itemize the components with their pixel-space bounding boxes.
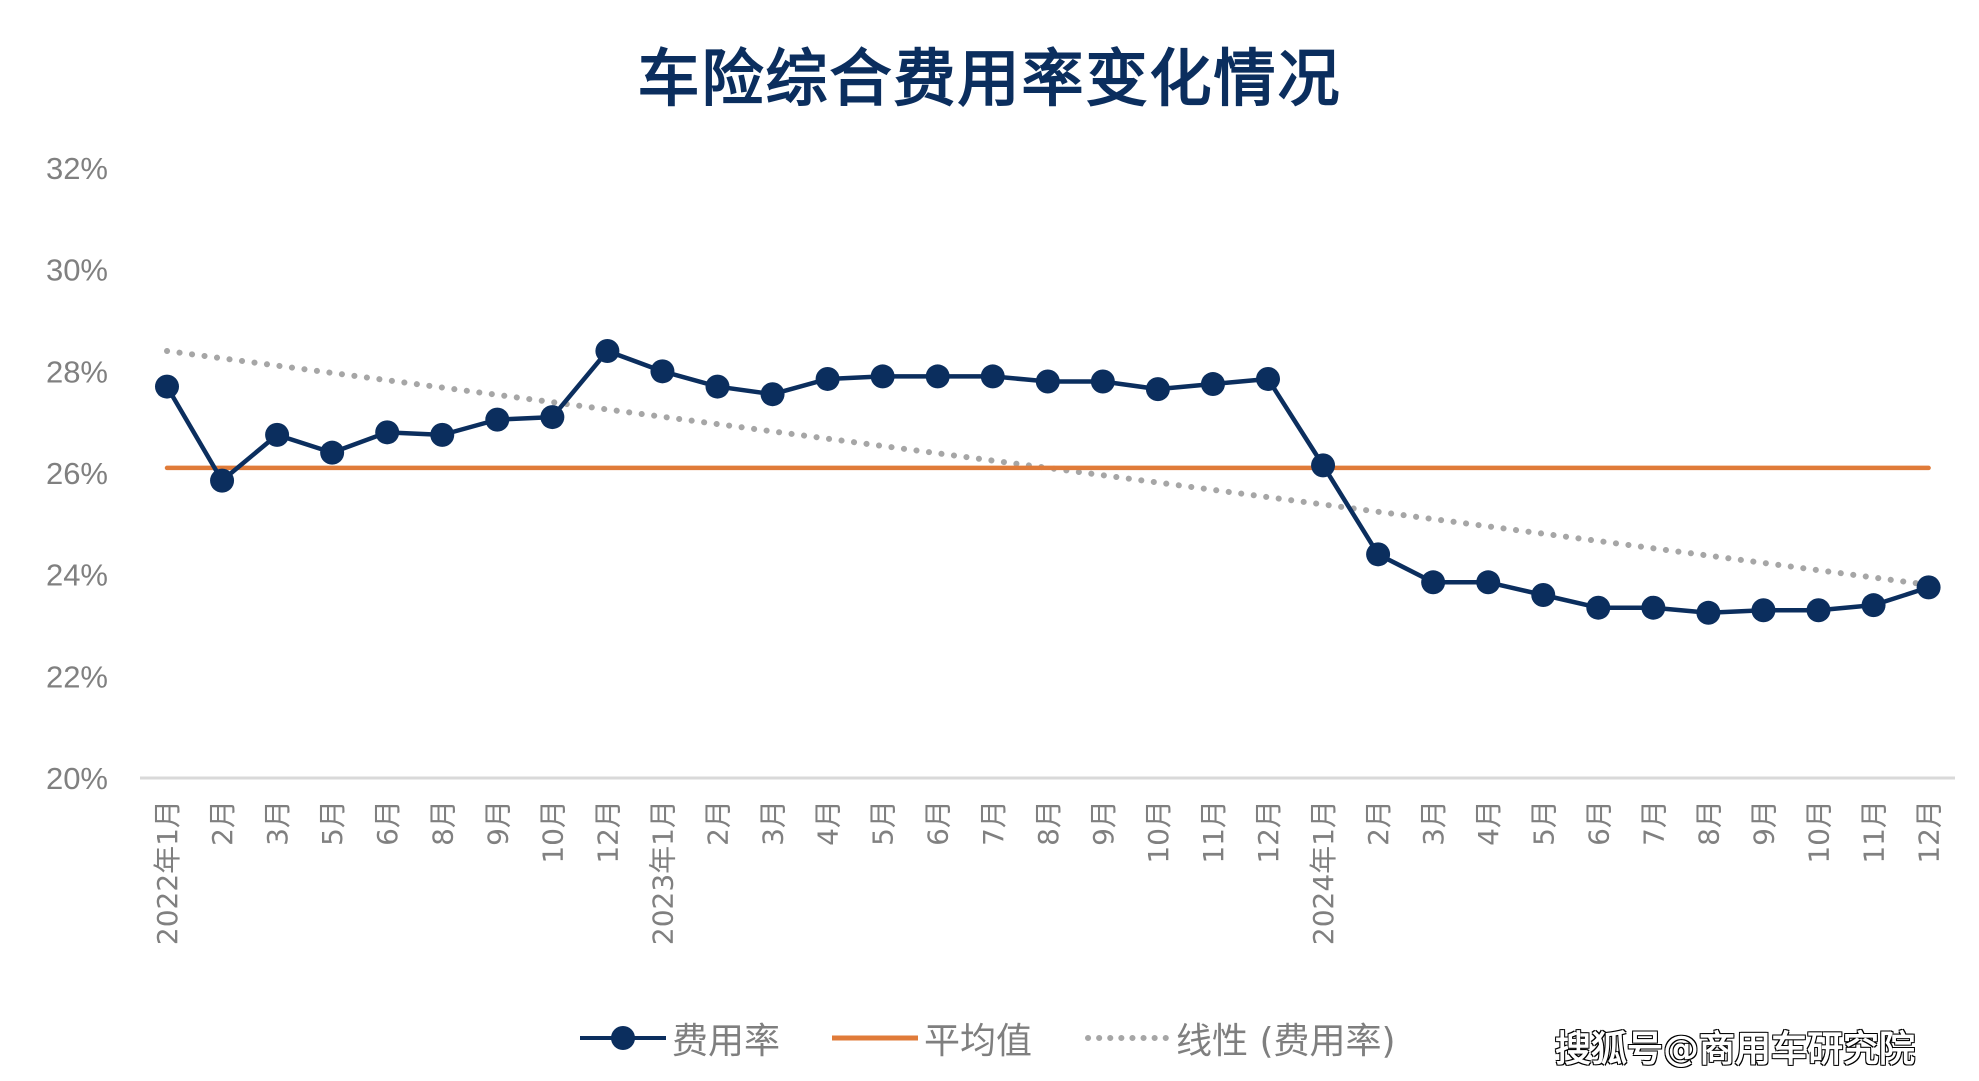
data-point-marker xyxy=(1861,593,1886,618)
x-tick-label: 3月 xyxy=(757,800,790,846)
data-point-marker xyxy=(1916,575,1941,600)
legend: 费用率 平均值 线性 (费用率) xyxy=(580,1012,1448,1064)
x-tick-label: 12月 xyxy=(591,800,624,864)
x-tick-label: 9月 xyxy=(1747,800,1780,846)
data-point-marker xyxy=(1366,542,1391,567)
watermark: 搜狐号@商用车研究院 xyxy=(1555,1029,1916,1070)
data-point-marker xyxy=(1035,369,1060,394)
data-point-marker xyxy=(430,422,455,447)
x-tick-label: 2月 xyxy=(206,800,239,846)
x-tick-label: 7月 xyxy=(1637,800,1670,846)
legend-label-trend: 线性 (费用率) xyxy=(1176,1021,1396,1062)
y-tick-label: 20% xyxy=(46,761,108,796)
x-tick-label: 9月 xyxy=(1087,800,1120,846)
legend-item-trend: 线性 (费用率) xyxy=(1084,1012,1396,1064)
legend-label-average: 平均值 xyxy=(924,1021,1033,1062)
data-point-marker xyxy=(1531,583,1556,607)
data-point-marker xyxy=(265,422,290,447)
x-tick-label: 8月 xyxy=(1032,800,1065,846)
legend-label-rate: 费用率 xyxy=(672,1021,781,1062)
data-point-marker xyxy=(1145,377,1170,402)
data-point-marker xyxy=(595,339,620,363)
x-tick-label: 8月 xyxy=(1692,800,1725,846)
y-tick-label: 26% xyxy=(46,456,108,491)
data-point-marker xyxy=(1311,453,1336,478)
data-point-marker xyxy=(1586,595,1611,620)
x-tick-label: 11月 xyxy=(1197,800,1230,864)
data-point-marker xyxy=(1421,570,1446,595)
y-tick-label: 28% xyxy=(46,354,108,389)
x-tick-label: 2024年1月 xyxy=(1307,800,1340,945)
data-point-marker xyxy=(1256,366,1280,391)
data-point-marker xyxy=(1090,369,1115,394)
x-tick-label: 5月 xyxy=(316,800,349,846)
data-point-marker xyxy=(1200,372,1225,397)
data-point-marker xyxy=(540,405,565,430)
data-point-marker xyxy=(1751,598,1776,623)
data-point-marker xyxy=(1476,570,1501,595)
x-tick-label: 10月 xyxy=(536,800,569,864)
x-tick-label: 6月 xyxy=(922,800,955,846)
x-tick-label: 5月 xyxy=(1527,800,1560,846)
line-chart: 20% 22% 24% 26% 28% 30% 32% 2022年1月 2月 3月 5月 6月 8月 9月… xyxy=(46,151,1955,945)
x-tick-label: 3月 xyxy=(261,800,294,846)
x-tick-label: 12月 xyxy=(1252,800,1285,864)
x-tick-label: 5月 xyxy=(867,800,900,846)
data-point-marker xyxy=(320,440,345,465)
x-tick-label: 2月 xyxy=(702,800,735,846)
x-tick-label: 2月 xyxy=(1362,800,1395,846)
x-tick-label: 12月 xyxy=(1913,800,1946,864)
legend-item-average: 平均值 xyxy=(832,1012,1032,1064)
dotted-line-icon xyxy=(1085,1035,1171,1041)
data-point-marker xyxy=(1641,595,1666,620)
chart-title: 车险综合费用率变化情况 xyxy=(637,42,1342,115)
data-point-marker xyxy=(485,407,510,432)
x-tick-label: 3月 xyxy=(1417,800,1450,846)
x-tick-label: 2023年1月 xyxy=(646,800,679,945)
x-tick-label: 4月 xyxy=(812,800,845,846)
x-tick-label: 11月 xyxy=(1858,800,1891,864)
x-tick-label: 4月 xyxy=(1472,800,1505,846)
data-point-marker xyxy=(925,364,950,389)
data-point-marker xyxy=(980,364,1005,389)
data-point-marker xyxy=(375,420,400,445)
x-tick-label: 10月 xyxy=(1142,800,1175,864)
x-tick-label: 8月 xyxy=(426,800,459,846)
solid-line-icon xyxy=(832,1035,919,1041)
data-point-marker xyxy=(815,366,840,391)
data-point-marker xyxy=(760,382,785,407)
data-point-marker xyxy=(1696,600,1721,625)
data-point-marker xyxy=(705,374,730,399)
data-point-marker xyxy=(870,364,895,389)
data-point-marker xyxy=(210,468,235,493)
y-tick-label: 22% xyxy=(46,659,108,694)
x-tick-label: 7月 xyxy=(977,800,1010,846)
y-tick-label: 32% xyxy=(46,151,108,186)
data-point-marker xyxy=(650,359,675,384)
legend-item-rate: 费用率 xyxy=(580,1012,780,1064)
y-tick-label: 24% xyxy=(46,558,108,593)
line-marker-icon xyxy=(580,1026,666,1050)
x-tick-label: 6月 xyxy=(1582,800,1615,846)
x-tick-label: 2022年1月 xyxy=(151,800,184,945)
x-tick-label: 9月 xyxy=(481,800,514,846)
x-tick-label: 10月 xyxy=(1803,800,1836,864)
y-tick-label: 30% xyxy=(46,253,108,288)
data-point-marker xyxy=(155,374,179,399)
data-point-marker xyxy=(1806,598,1831,623)
x-tick-label: 6月 xyxy=(371,800,404,846)
